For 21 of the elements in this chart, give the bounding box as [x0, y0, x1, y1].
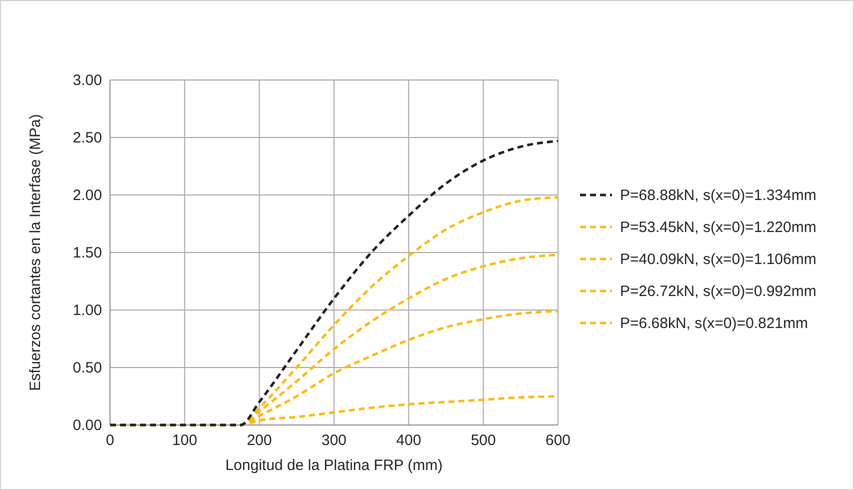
x-tick-label: 0: [106, 432, 114, 449]
x-tick-label: 400: [396, 432, 422, 449]
legend-label: P=68.88kN, s(x=0)=1.334mm: [620, 187, 816, 204]
x-axis-title: Longitud de la Platina FRP (mm): [225, 457, 443, 474]
y-tick-label: 0.50: [72, 360, 102, 376]
x-tick-label: 100: [172, 432, 198, 449]
y-tick-label: 2.50: [72, 130, 102, 146]
y-tick-label: 0.00: [72, 417, 102, 434]
y-tick-label: 1.50: [72, 244, 102, 262]
y-tick-label: 1.00: [72, 302, 102, 319]
y-tick-label: 3.00: [72, 72, 102, 89]
x-tick-label: 600: [545, 432, 571, 449]
legend-label: P=40.09kN, s(x=0)=1.106mm: [620, 251, 816, 268]
legend-label: P=53.45kN, s(x=0)=1.220mm: [620, 219, 816, 236]
y-axis-title: Esfuerzos cortantes en la Interfase (MPa): [27, 114, 44, 391]
x-tick-label: 200: [246, 432, 272, 449]
x-tick-label: 500: [470, 432, 496, 449]
legend-label: P=26.72kN, s(x=0)=0.992mm: [620, 283, 816, 300]
legend-label: P=6.68kN, s(x=0)=0.821mm: [620, 315, 808, 332]
y-tick-label: 2.00: [72, 187, 102, 204]
x-tick-label: 300: [321, 432, 347, 449]
